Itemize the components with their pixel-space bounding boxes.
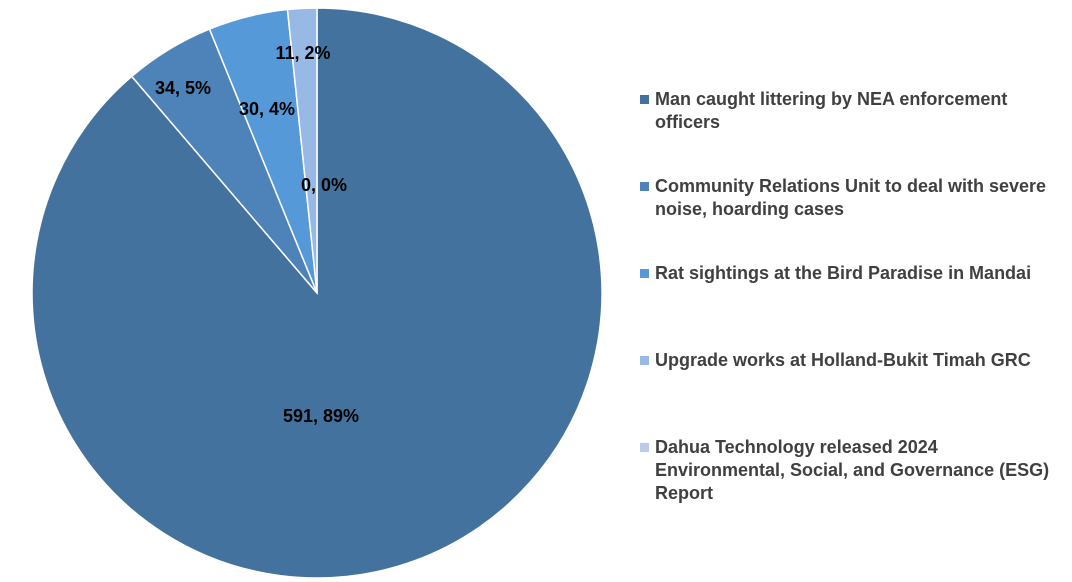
legend-label: Community Relations Unit to deal with se…	[655, 176, 1047, 219]
legend-item: Rat sightings at the Bird Paradise in Ma…	[636, 262, 1061, 349]
legend: Man caught littering by NEA enforcement …	[636, 88, 1061, 523]
pie-data-labels: 591, 89% 34, 5% 30, 4% 11, 2% 0, 0%	[155, 43, 359, 426]
legend-item: Community Relations Unit to deal with se…	[636, 175, 1061, 262]
legend-swatch	[640, 356, 649, 365]
legend-swatch	[640, 95, 649, 104]
data-label-5: 0, 0%	[301, 175, 347, 195]
data-label-4: 11, 2%	[275, 43, 330, 63]
data-label-1: 591, 89%	[283, 406, 359, 426]
legend-label: Dahua Technology released 2024 Environme…	[655, 437, 1050, 503]
pie-slice-4	[286, 7, 318, 294]
legend-item: Dahua Technology released 2024 Environme…	[636, 436, 1061, 523]
data-label-3: 30, 4%	[239, 99, 295, 119]
legend-item: Man caught littering by NEA enforcement …	[636, 88, 1061, 175]
legend-label: Man caught littering by NEA enforcement …	[655, 89, 1008, 132]
legend-label: Rat sightings at the Bird Paradise in Ma…	[655, 263, 1032, 283]
legend-swatch	[640, 443, 649, 452]
legend-swatch	[640, 182, 649, 191]
pie-slices	[31, 7, 603, 579]
legend-swatch	[640, 269, 649, 278]
pie-chart: 591, 89% 34, 5% 30, 4% 11, 2% 0, 0%	[31, 7, 603, 579]
data-label-2: 34, 5%	[155, 78, 211, 98]
legend-label: Upgrade works at Holland-Bukit Timah GRC	[655, 350, 1031, 370]
legend-item: Upgrade works at Holland-Bukit Timah GRC	[636, 349, 1061, 436]
